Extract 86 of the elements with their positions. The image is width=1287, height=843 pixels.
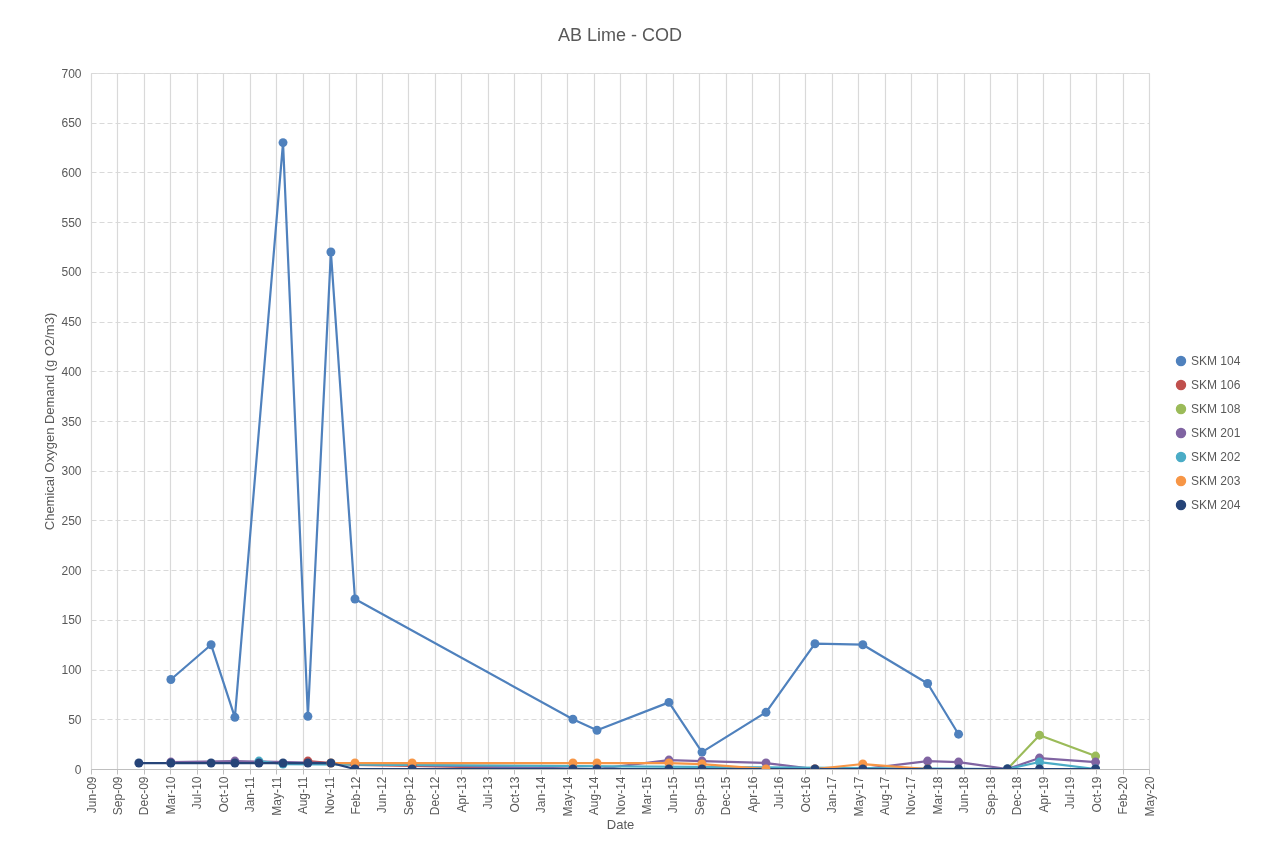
x-tick-label: Nov-11 [322, 776, 337, 815]
x-tick-label: May-20 [1142, 776, 1157, 817]
y-tick-label: 700 [61, 66, 82, 81]
x-axis-title: Date [606, 816, 635, 832]
x-tick-label: Jun-09 [84, 776, 99, 814]
point [230, 712, 240, 722]
x-tick-label: Sep-12 [401, 776, 416, 816]
point [923, 756, 933, 766]
legend-label: SKM 108 [1191, 402, 1241, 416]
y-tick-label: 450 [61, 315, 82, 330]
x-tick-label: Jun-15 [666, 776, 681, 814]
x-tick-label: Dec-09 [137, 776, 152, 816]
y-tick-label: 150 [61, 613, 82, 628]
y-tick-label: 550 [61, 215, 82, 230]
y-axis-title: Chemical Oxygen Demand (g O2/m3) [42, 312, 58, 531]
point [858, 640, 868, 650]
point [810, 639, 820, 649]
legend-label: SKM 202 [1191, 450, 1241, 464]
x-tick-label: Oct-13 [507, 776, 522, 813]
x-tick-label: Nov-17 [904, 776, 919, 816]
point [568, 714, 578, 724]
x-tick-label: Feb-12 [349, 776, 363, 815]
legend-label: SKM 203 [1191, 474, 1241, 488]
y-tick-label: 650 [61, 116, 82, 131]
x-tick-label: Apr-16 [745, 776, 760, 813]
x-tick-label: Sep-09 [110, 776, 125, 816]
x-tick-label: Mar-10 [163, 776, 178, 815]
point [206, 758, 216, 768]
x-tick-label: Jan-11 [243, 776, 258, 813]
legend-label: SKM 201 [1191, 426, 1241, 440]
x-tick-label: Aug-11 [296, 776, 311, 815]
point [278, 138, 288, 148]
y-tick-label: 250 [61, 513, 82, 528]
point [923, 679, 933, 688]
x-tick-label: Jul-13 [481, 776, 496, 810]
y-tick-label: 50 [68, 712, 82, 727]
x-tick-label: Apr-13 [454, 776, 469, 813]
x-tick-label: Dec-18 [1010, 776, 1025, 816]
x-tick-label: Jul-16 [772, 776, 787, 810]
legend-label: SKM 204 [1191, 498, 1241, 512]
x-tick-label: Mar-15 [639, 776, 654, 815]
point [303, 711, 313, 721]
x-tick-label: Dec-12 [428, 776, 443, 816]
x-tick-label: Oct-19 [1089, 776, 1104, 813]
point [166, 675, 176, 684]
x-tick-label: Jan-14 [534, 776, 549, 814]
x-tick-label: Dec-15 [719, 776, 734, 816]
point [350, 594, 360, 604]
x-tick-label: Oct-16 [798, 776, 813, 813]
x-tick-label: Jun-18 [957, 776, 972, 814]
x-tick-label: Oct-10 [216, 776, 231, 813]
x-tick-label: Jul-19 [1063, 776, 1078, 810]
y-tick-label: 0 [74, 762, 82, 777]
point [1035, 730, 1044, 740]
point [954, 729, 964, 739]
legend-label: SKM 104 [1191, 354, 1241, 368]
point [206, 640, 216, 650]
x-tick-label: Feb-20 [1116, 776, 1131, 815]
x-tick-label: Jan-17 [825, 776, 840, 814]
point [326, 247, 336, 257]
x-tick-label: Apr-19 [1036, 776, 1051, 813]
x-tick-label: Mar-18 [930, 776, 945, 815]
x-tick-label: Aug-17 [878, 776, 892, 816]
x-tick-label: Aug-14 [587, 776, 602, 816]
y-tick-label: 200 [61, 563, 82, 578]
x-tick-label: May-14 [560, 776, 575, 817]
y-tick-label: 600 [61, 165, 82, 180]
chart-title: AB Lime - COD [557, 25, 683, 45]
y-tick-label: 100 [61, 663, 82, 678]
y-tick-label: 300 [61, 464, 82, 479]
x-tick-label: May-17 [851, 776, 866, 817]
point [761, 707, 771, 717]
point [134, 758, 144, 768]
x-tick-label: May-11 [269, 776, 284, 816]
y-tick-label: 500 [61, 265, 82, 280]
x-tick-label: Jul-10 [190, 776, 205, 810]
x-tick-label: Nov-14 [613, 776, 628, 816]
point [697, 747, 707, 757]
x-tick-label: Sep-18 [983, 776, 998, 816]
x-tick-label: Sep-15 [692, 776, 707, 816]
legend-label: SKM 106 [1191, 378, 1241, 392]
y-tick-label: 400 [61, 364, 82, 379]
point [664, 697, 674, 707]
y-tick-label: 350 [61, 414, 82, 429]
point [592, 725, 602, 735]
x-tick-label: Jun-12 [375, 776, 390, 814]
